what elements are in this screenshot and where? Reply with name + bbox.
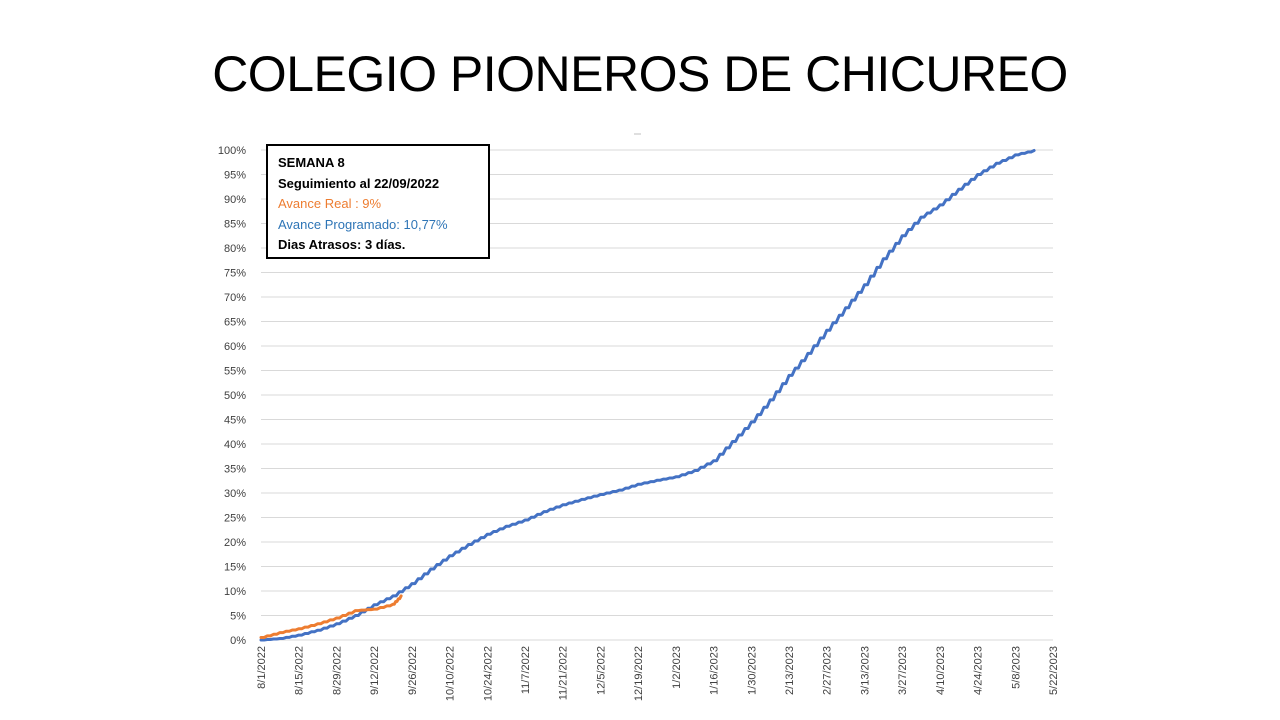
x-tick-label: 2/13/2023 — [784, 646, 796, 695]
y-tick-label: 65% — [224, 317, 246, 329]
x-tick-label: 10/24/2022 — [482, 646, 494, 701]
chart-gridlines — [261, 149, 1053, 641]
x-tick-label: 8/1/2022 — [256, 646, 268, 689]
week-label: SEMANA 8 — [278, 155, 345, 170]
x-tick-label: 11/21/2022 — [558, 646, 570, 700]
tracking-date-label: Seguimiento al 22/09/2022 — [278, 175, 440, 191]
x-tick-label: 1/16/2023 — [709, 646, 721, 695]
y-tick-label: 45% — [224, 415, 246, 427]
y-tick-label: 95% — [224, 170, 246, 182]
y-tick-label: 20% — [224, 537, 246, 549]
status-info-box: SEMANA 8 Seguimiento al 22/09/2022 Avanc… — [266, 144, 490, 259]
delay-days-label: Dias Atrasos: 3 días. — [278, 237, 406, 252]
x-tick-label: 8/29/2022 — [331, 646, 343, 695]
y-axis-ticks: 0% 5% 10% 15% 20% 25% 30% 35% 40% 45% 50% 55% 60% 65%… — [218, 145, 246, 647]
slide-title: COLEGIO PIONEROS DE CHICUREO — [212, 46, 1068, 102]
x-tick-label: 10/10/2022 — [445, 646, 457, 701]
x-tick-label: 12/19/2022 — [633, 646, 645, 701]
planned-progress-label: Avance Programado: 10,77% — [278, 216, 448, 232]
x-tick-label: 8/15/2022 — [294, 646, 306, 695]
y-tick-label: 80% — [224, 243, 246, 255]
y-tick-label: 90% — [224, 194, 246, 206]
y-tick-label: 5% — [230, 611, 246, 623]
x-axis-ticks: 8/1/2022 8/15/2022 8/29/2022 9/12/2022 9/26/… — [256, 646, 1060, 701]
x-tick-label: 4/24/2023 — [973, 646, 985, 695]
y-tick-label: 0% — [230, 635, 246, 647]
x-tick-label: 1/30/2023 — [746, 646, 758, 695]
y-tick-label: 75% — [224, 268, 246, 280]
planned-progress-line — [259, 149, 1036, 642]
x-tick-label: 5/8/2023 — [1010, 646, 1022, 689]
y-tick-label: 30% — [224, 488, 246, 500]
x-tick-label: 4/10/2023 — [935, 646, 947, 695]
x-tick-label: 3/13/2023 — [859, 646, 871, 695]
real-progress-line — [259, 594, 403, 639]
y-tick-label: 50% — [224, 390, 246, 402]
x-tick-label: 2/27/2023 — [822, 646, 834, 695]
real-progress-label: Avance Real : 9% — [278, 196, 382, 211]
x-tick-label: 3/27/2023 — [897, 646, 909, 695]
y-tick-label: 70% — [224, 292, 246, 304]
y-tick-label: 40% — [224, 439, 246, 451]
y-tick-label: 85% — [224, 219, 246, 231]
y-tick-label: 55% — [224, 366, 246, 378]
x-tick-label: 9/12/2022 — [369, 646, 381, 695]
x-tick-label: 12/5/2022 — [595, 646, 607, 695]
x-tick-label: 9/26/2022 — [407, 646, 419, 695]
y-tick-label: 35% — [224, 464, 246, 476]
y-tick-label: 10% — [224, 586, 246, 598]
y-tick-label: 25% — [224, 513, 246, 525]
chart-series — [259, 149, 1036, 642]
y-tick-label: 60% — [224, 341, 246, 353]
x-tick-label: 11/7/2022 — [520, 646, 532, 694]
x-tick-label: 1/2/2023 — [671, 646, 683, 689]
y-tick-label: 15% — [224, 562, 246, 574]
y-tick-label: 100% — [218, 145, 246, 157]
x-tick-label: 5/22/2023 — [1048, 646, 1060, 695]
